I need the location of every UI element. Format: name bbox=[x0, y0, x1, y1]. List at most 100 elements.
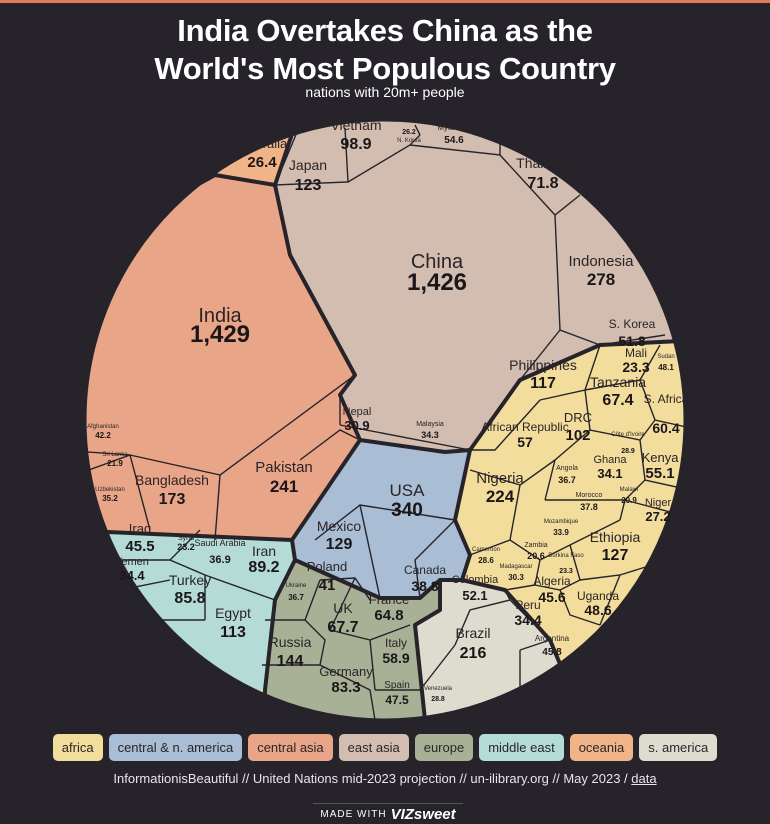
label-iran: Iran bbox=[252, 543, 276, 559]
legend-item-africa[interactable]: africa bbox=[52, 734, 103, 761]
value-syria: 23.2 bbox=[177, 542, 195, 552]
label-afghanistan: Afghanistan bbox=[87, 424, 119, 430]
value-thailand: 71.8 bbox=[527, 175, 558, 192]
value-morocco: 37.8 bbox=[580, 502, 598, 512]
label-mexico: Mexico bbox=[317, 518, 362, 534]
made-with-label: MADE WITH bbox=[320, 808, 387, 820]
value-malaysia: 34.3 bbox=[421, 430, 439, 440]
label-s-africa: S. Africa bbox=[644, 392, 689, 406]
value-pakistan: 241 bbox=[270, 477, 298, 496]
value-spain: 47.5 bbox=[385, 693, 409, 707]
value-venezuela: 28.8 bbox=[431, 696, 445, 703]
value-philippines: 117 bbox=[530, 375, 556, 392]
value-indonesia: 278 bbox=[587, 270, 615, 289]
label-niger: Niger bbox=[645, 497, 672, 509]
legend-item-s-america[interactable]: s. america bbox=[639, 734, 718, 761]
label-african-republic: African Republic bbox=[481, 420, 568, 434]
value-iraq: 45.5 bbox=[125, 538, 154, 555]
made-with-badge[interactable]: MADE WITH VIZsweet bbox=[313, 803, 463, 824]
value-russia: 144 bbox=[277, 653, 304, 670]
legend: africa central & n. america central asia ea… bbox=[0, 734, 770, 761]
value-argentina: 45.8 bbox=[542, 647, 562, 658]
label-morocco: Morocco bbox=[576, 492, 603, 499]
value-uk: 67.7 bbox=[327, 619, 358, 636]
label-china: China bbox=[411, 251, 464, 273]
label-uzbekistan: Uzbekistan bbox=[95, 487, 125, 493]
value-uganda: 48.6 bbox=[584, 602, 611, 618]
value-nepal: 30.9 bbox=[344, 418, 369, 433]
value-malawi: 20.9 bbox=[621, 496, 637, 505]
legend-item-central-n-america[interactable]: central & n. america bbox=[108, 734, 243, 761]
label-saudi-arabia: Saudi Arabia bbox=[194, 538, 245, 548]
label-angola: Angola bbox=[556, 465, 578, 472]
value-iran: 89.2 bbox=[248, 559, 279, 576]
value-zambia: 20.6 bbox=[527, 551, 545, 561]
chart-subtitle: nations with 20m+ people bbox=[305, 84, 465, 100]
label-algeria: Algeria bbox=[533, 574, 571, 588]
label-madagascar: Madagascar bbox=[499, 564, 532, 570]
label-sri-lanka: Sri Lanka bbox=[102, 452, 128, 458]
label-s-korea: S. Korea bbox=[609, 317, 656, 331]
label-brazil: Brazil bbox=[455, 625, 490, 641]
label-india: India bbox=[198, 305, 242, 327]
label-indonesia: Indonesia bbox=[568, 253, 634, 270]
label-tanzania: Tanzania bbox=[590, 374, 646, 390]
value-mali: 23.3 bbox=[622, 359, 649, 375]
label-syria: Syria bbox=[178, 535, 194, 542]
label-malawi: Malawi bbox=[620, 487, 639, 493]
value-ghana: 34.1 bbox=[597, 466, 622, 481]
legend-item-oceania[interactable]: oceania bbox=[569, 734, 634, 761]
footer: InformationisBeautiful // United Nations… bbox=[0, 771, 770, 786]
region-central-n-america bbox=[292, 440, 470, 598]
value-poland: 41 bbox=[319, 577, 336, 594]
label-pakistan: Pakistan bbox=[255, 459, 313, 476]
value-ethiopia: 127 bbox=[602, 547, 629, 564]
value-kenya: 55.1 bbox=[645, 465, 674, 482]
value-germany: 83.3 bbox=[331, 679, 360, 696]
value-cameroon: 28.6 bbox=[478, 556, 494, 565]
value-angola: 36.7 bbox=[558, 475, 576, 485]
value-african-republic: 57 bbox=[517, 434, 533, 450]
label-australia: Australia bbox=[237, 136, 288, 151]
label-venezuela: Venezuela bbox=[424, 686, 453, 692]
label-mozambique: Mozambique bbox=[544, 519, 579, 525]
value-niger: 27.2 bbox=[645, 509, 670, 524]
label-ghana: Ghana bbox=[593, 454, 627, 466]
value-sudan: 48.1 bbox=[658, 363, 674, 372]
label-ethiopia: Ethiopia bbox=[590, 529, 641, 545]
value-india: 1,429 bbox=[190, 321, 250, 348]
value-china: 1,426 bbox=[407, 269, 467, 296]
legend-item-middle-east[interactable]: middle east bbox=[479, 734, 564, 761]
value-mozambique: 33.9 bbox=[553, 528, 569, 537]
label-ukraine: Ukraine bbox=[286, 583, 307, 589]
label-turkey: Turkey bbox=[169, 572, 211, 588]
legend-item-east-asia[interactable]: east asia bbox=[338, 734, 409, 761]
top-accent-bar bbox=[0, 0, 770, 3]
vizsweet-logo: VIZsweet bbox=[390, 805, 456, 823]
label-russia: Russia bbox=[269, 634, 312, 650]
legend-item-central-asia[interactable]: central asia bbox=[248, 734, 333, 761]
value-canada: 38.8 bbox=[411, 578, 438, 594]
value-drc: 102 bbox=[565, 427, 590, 444]
value-s-africa: 60.4 bbox=[652, 420, 679, 436]
label-n-korea: N. Korea bbox=[397, 138, 421, 144]
value-france: 64.8 bbox=[374, 607, 403, 624]
value-peru: 34.4 bbox=[514, 612, 541, 628]
label-burkina-faso: Burkina Faso bbox=[548, 553, 584, 559]
data-link[interactable]: data bbox=[631, 771, 657, 786]
value-usa: 340 bbox=[391, 500, 423, 521]
value-madagascar: 30.3 bbox=[508, 573, 524, 582]
label-zambia: Zambia bbox=[524, 542, 547, 549]
label-yemen: Yemen bbox=[115, 556, 149, 568]
legend-item-europe[interactable]: europe bbox=[414, 734, 474, 761]
label-canada: Canada bbox=[404, 563, 446, 577]
value-sri-lanka: 21.9 bbox=[107, 459, 123, 468]
value-n-korea: 26.2 bbox=[402, 129, 416, 136]
label-uk: UK bbox=[333, 600, 353, 616]
value-turkey: 85.8 bbox=[174, 590, 205, 607]
value-egypt: 113 bbox=[220, 624, 246, 641]
label-drc: DRC bbox=[564, 410, 592, 425]
label-spain: Spain bbox=[384, 680, 410, 691]
label-vietnam: Vietnam bbox=[330, 117, 381, 133]
